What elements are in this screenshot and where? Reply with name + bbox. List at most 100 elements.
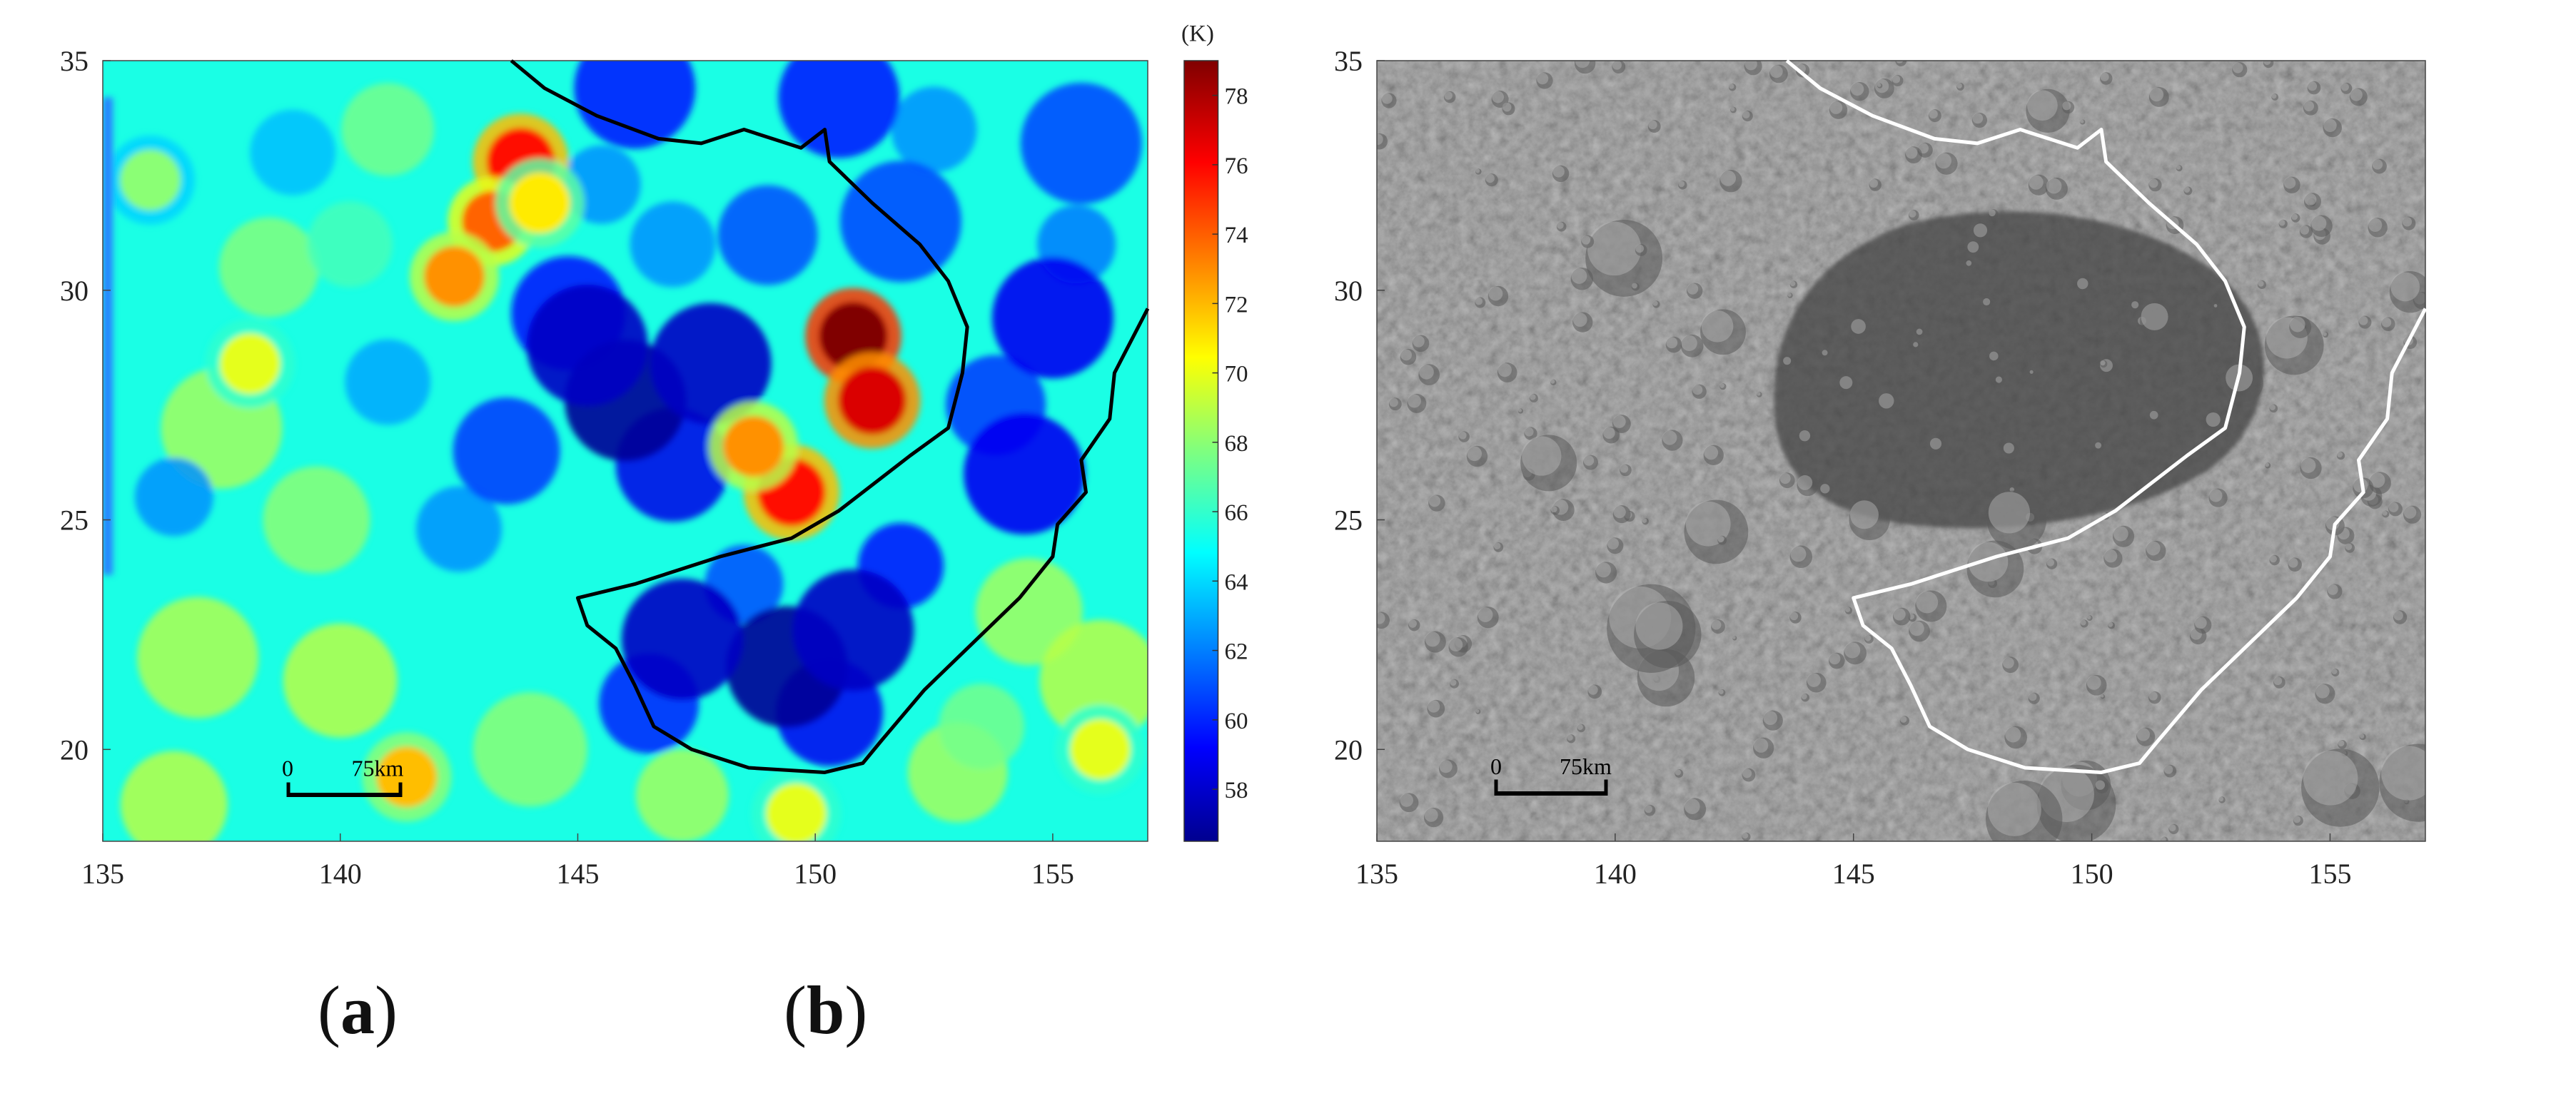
heatmap-cell — [250, 109, 336, 196]
crater-shadow — [1684, 499, 1749, 564]
crater-shadow — [1428, 494, 1445, 512]
crater-shadow — [1744, 61, 1762, 76]
crater-rim — [2381, 318, 2392, 328]
crater-rim — [1879, 393, 1894, 409]
heatmap-cell — [717, 185, 818, 285]
crater-shadow — [1789, 612, 1802, 624]
crater-shadow — [2265, 462, 2271, 469]
crater-shadow — [1644, 804, 1656, 816]
crater-rim — [1687, 283, 1699, 295]
crater-rim — [2149, 410, 2158, 420]
crater-rim — [1524, 427, 1534, 437]
crater-shadow — [1895, 61, 1907, 66]
cold-spot — [839, 161, 961, 283]
crater-shadow — [2307, 81, 2321, 95]
dark-mare-region — [1774, 211, 2264, 529]
crater-shadow — [1762, 710, 1783, 731]
crater-shadow — [1631, 283, 1640, 291]
crater-shadow — [1524, 427, 1537, 440]
y-axis-ticks: 20 25 30 35 — [1334, 45, 1385, 766]
crater-shadow — [1550, 506, 1560, 515]
crater-shadow — [1612, 415, 1631, 433]
crater-shadow — [1570, 268, 1594, 290]
heatmap-cell — [263, 466, 370, 574]
crater-shadow — [2273, 676, 2285, 689]
crater-rim — [1581, 235, 1591, 245]
crater-shadow — [1742, 832, 1751, 841]
heatmap-cell — [341, 83, 435, 176]
crater-shadow — [2368, 218, 2388, 238]
crater-shadow — [1956, 83, 1964, 91]
crater-shadow — [2045, 178, 2068, 200]
cold-spot — [574, 61, 696, 149]
crater-field — [1377, 61, 2425, 841]
crater-shadow — [1438, 759, 1458, 778]
cold-spot — [792, 569, 914, 691]
heatmap-cell — [120, 751, 228, 841]
crater-shadow — [2208, 488, 2228, 507]
crater-rim — [2062, 101, 2071, 111]
colorbar-ticks: 58 60 62 64 66 68 70 72 74 76 78 — [1212, 84, 1248, 803]
crater-rim — [1467, 446, 1483, 462]
crater-shadow — [1928, 109, 1941, 123]
crater-shadow — [1905, 146, 1922, 163]
crater-rim — [2269, 555, 2277, 563]
crater-rim — [2323, 332, 2327, 336]
crater-rim — [1678, 181, 1685, 188]
cold-spot — [778, 61, 900, 158]
crater-shadow — [1572, 312, 1593, 333]
crater-shadow — [2176, 165, 2183, 172]
x-tick-label: 140 — [319, 858, 362, 890]
heatmap-cell — [635, 749, 729, 841]
hot-spot — [509, 172, 570, 233]
crater-rim — [2258, 280, 2264, 287]
crater-rim — [2368, 218, 2383, 232]
hot-spot — [723, 416, 784, 477]
cold-spot — [526, 284, 648, 406]
crater-rim — [1742, 768, 1752, 778]
crater-rim — [1720, 170, 1737, 186]
crater-rim — [2308, 81, 2318, 91]
crater-shadow — [1864, 634, 1874, 644]
crater-rim — [1557, 222, 1564, 229]
crater-shadow — [1635, 244, 1647, 256]
hot-spot — [766, 783, 827, 841]
heatmap-cell — [473, 692, 587, 807]
crater-shadow — [1782, 356, 1794, 368]
crater-shadow — [2368, 472, 2391, 494]
y-tick-label: 35 — [60, 45, 89, 77]
crater-shadow — [2161, 836, 2168, 841]
crater-shadow — [2349, 88, 2368, 106]
crater-rim — [1829, 653, 1841, 665]
crater-shadow — [1443, 91, 1456, 103]
colorbar-tick-label: 74 — [1225, 223, 1248, 248]
crater-rim — [1642, 518, 1647, 523]
crater-rim — [1408, 619, 1417, 628]
colorbar-tick-label: 70 — [1225, 362, 1248, 387]
crater-shadow — [1502, 102, 1515, 116]
crater-shadow — [2002, 656, 2019, 674]
crater-rim — [2300, 225, 2310, 235]
heatmap-cell — [283, 623, 398, 738]
colorbar-gradient — [1183, 60, 1219, 842]
crater-shadow — [1377, 612, 1390, 629]
crater-rim — [1497, 362, 1512, 377]
crater-shadow — [2026, 88, 2070, 133]
crater-rim — [2338, 740, 2345, 747]
crater-shadow — [2289, 316, 2312, 338]
crater-rim — [1757, 392, 1761, 396]
scale-bar: 0 75km — [1490, 754, 1612, 796]
crater-rim — [2337, 452, 2343, 458]
caption-a-close: ) — [374, 972, 398, 1048]
crater-shadow — [1986, 490, 2047, 550]
crater-rim — [1896, 61, 1904, 64]
crater-rim — [2345, 543, 2353, 550]
crater-shadow — [2358, 315, 2372, 329]
crater-shadow — [1686, 283, 1703, 299]
crater-shadow — [1493, 542, 1504, 552]
crater-rim — [1797, 475, 1813, 490]
x-tick-label: 155 — [2308, 858, 2351, 890]
crater-rim — [2046, 178, 2062, 194]
crater-rim — [2003, 442, 2014, 454]
